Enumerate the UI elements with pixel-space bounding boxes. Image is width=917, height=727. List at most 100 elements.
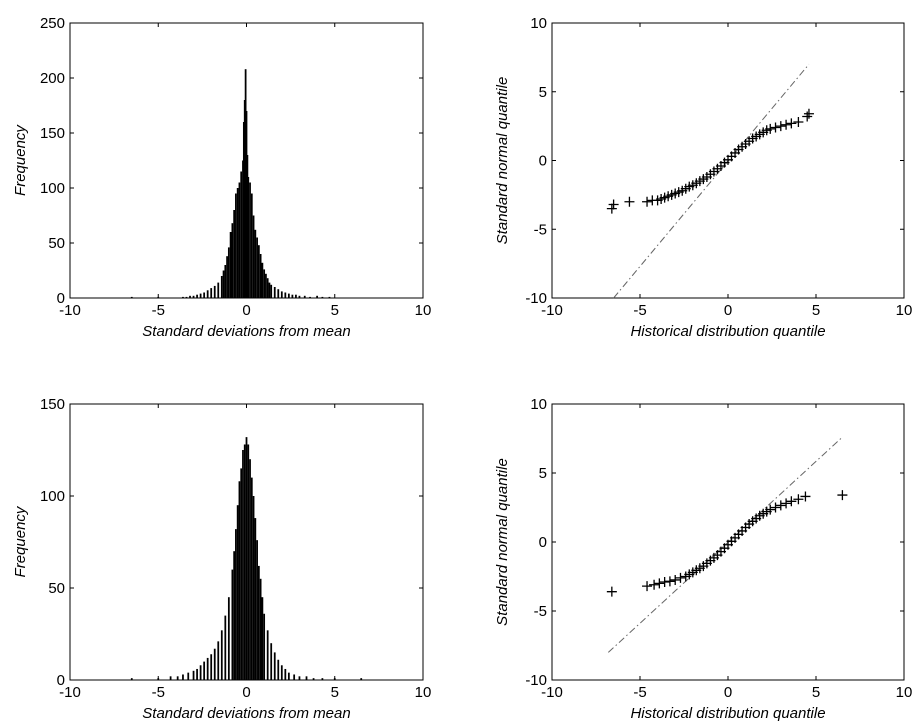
histogram-bar [254,229,257,298]
histogram-bar [231,569,234,680]
histogram-bar [266,278,269,298]
histogram-bar [213,285,216,298]
histogram-bar [233,210,236,298]
histogram-bar [265,273,267,298]
data-point-marker [642,581,653,592]
histogram-bar [257,245,260,298]
x-axis-label: Standard deviations from mean [142,705,350,722]
histogram-bar [247,177,250,298]
histogram-bar [231,223,234,298]
y-tick-label: 0 [57,672,65,689]
histogram-bar [284,668,287,680]
y-axis-label: Standard normal quantile [494,77,511,245]
histogram-bar [270,284,273,298]
histogram-bar [240,468,243,680]
histogram-bar [233,551,236,680]
histogram-bar [192,670,195,680]
histogram-bar [206,290,209,298]
histogram-bar [270,643,273,680]
histogram-bar [206,657,209,680]
data-point-marker [786,496,797,507]
histogram-bar [250,477,253,680]
y-tick-label: 200 [40,70,65,87]
data-point-marker [664,576,675,587]
histogram-bar [287,293,290,298]
x-tick-label: 0 [724,302,732,319]
histogram-bar [328,296,331,298]
histogram-bar [321,296,324,298]
x-tick-label: 0 [242,302,250,319]
histogram-bar [263,269,266,298]
y-axis-label: Frequency [12,124,29,196]
data-point-marker [649,579,660,590]
data-point-marker [765,123,776,134]
reference-line [607,436,843,653]
y-tick-label: 250 [40,15,65,32]
histogram-bar [280,291,283,298]
histogram-bar [236,505,239,680]
histogram-bar [245,437,248,680]
histogram-bar [293,674,296,680]
y-tick-label: 50 [48,235,65,252]
y-tick-label: 0 [539,534,547,551]
histogram-bar [220,630,223,680]
histogram-bar [217,282,220,298]
histogram-bar [157,296,160,298]
histogram-bar [243,100,246,298]
x-axis-label: Standard deviations from mean [142,323,350,340]
y-tick-label: -10 [525,290,547,307]
x-tick-label: 0 [242,684,250,701]
x-tick-label: 5 [331,302,339,319]
data-point-marker [606,203,617,214]
histogram-bar [189,295,191,298]
data-point-marker [775,500,786,511]
histogram-bar [280,665,283,680]
histogram-bar [176,676,179,680]
histogram-bar [257,565,260,680]
histogram-bar [298,676,301,680]
y-tick-label: 0 [57,290,65,307]
histogram-bar [182,296,184,298]
histogram-bar [256,540,258,680]
y-tick-label: 5 [539,84,547,101]
histogram-bar [252,496,255,680]
histogram-bar [259,578,262,680]
x-tick-label: -5 [633,302,646,319]
data-point-marker [770,502,781,513]
data-point-marker [642,196,653,207]
histogram-bar [277,289,280,298]
histogram-bar [309,296,311,298]
x-tick-label: 10 [896,684,913,701]
y-tick-label: -10 [525,672,547,689]
data-point-marker [793,117,804,127]
histogram-bar [130,678,133,680]
histogram-bar [224,615,227,680]
histogram-bar [242,450,244,680]
x-tick-label: 5 [331,684,339,701]
data-point-marker [802,111,813,122]
x-tick-label: 10 [415,302,432,319]
histogram-bar [273,287,276,298]
histogram-bar [235,529,237,680]
histogram-bar [321,678,324,680]
histogram-bar [185,296,188,298]
histogram-bar [235,193,237,298]
histogram-bar [263,613,266,680]
data-point-marker [654,578,665,589]
subplot-4: -10 -5 0 5 10 -10 -5 0 5 10 Historical distributio… [494,396,912,722]
y-tick-label: 0 [539,153,547,170]
y-tick-label: 10 [530,396,547,413]
y-tick-label: -5 [534,221,547,238]
x-tick-label: -5 [633,684,646,701]
histogram-bar [227,247,230,298]
y-axis-label: Standard normal quantile [494,458,511,626]
histogram-bar [226,256,228,298]
histogram-bar [187,672,190,680]
histogram-bar [252,215,255,298]
histogram-bar [224,265,227,298]
histogram-bar [229,232,232,298]
data-point-marker [837,490,848,501]
data-point-marker [659,577,670,588]
histogram-bar [220,276,223,298]
